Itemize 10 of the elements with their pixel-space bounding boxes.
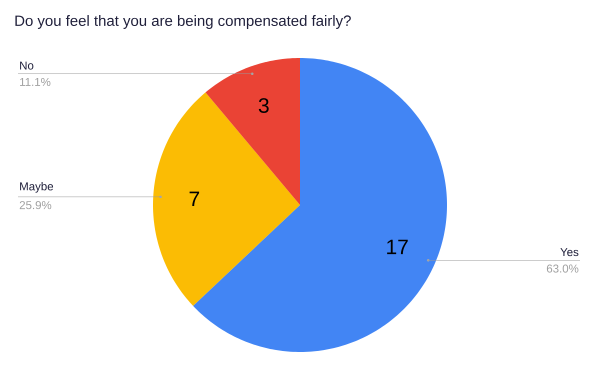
slice-label: No (20, 62, 34, 70)
data-label: 7 (190, 192, 200, 206)
slice-label: Yes (560, 248, 578, 256)
text: 25.9% (20, 201, 52, 210)
data-label: 17 (387, 240, 408, 254)
chart-title: Do you feel that you are being compensated fairly? (15, 15, 351, 29)
text: 11.1% (20, 78, 50, 86)
slice-label: Maybe (20, 182, 54, 193)
data-label: 3 (258, 98, 269, 113)
text: 63.0% (546, 264, 578, 273)
